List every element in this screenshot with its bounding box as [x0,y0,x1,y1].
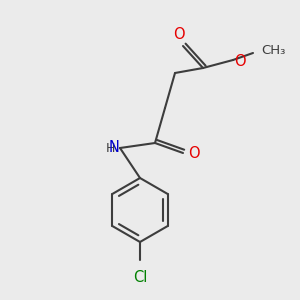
Text: N: N [108,140,119,155]
Text: CH₃: CH₃ [261,44,285,56]
Text: O: O [188,146,200,160]
Text: O: O [173,27,185,42]
Text: Cl: Cl [133,270,147,285]
Text: H: H [106,142,115,154]
Text: O: O [234,53,246,68]
